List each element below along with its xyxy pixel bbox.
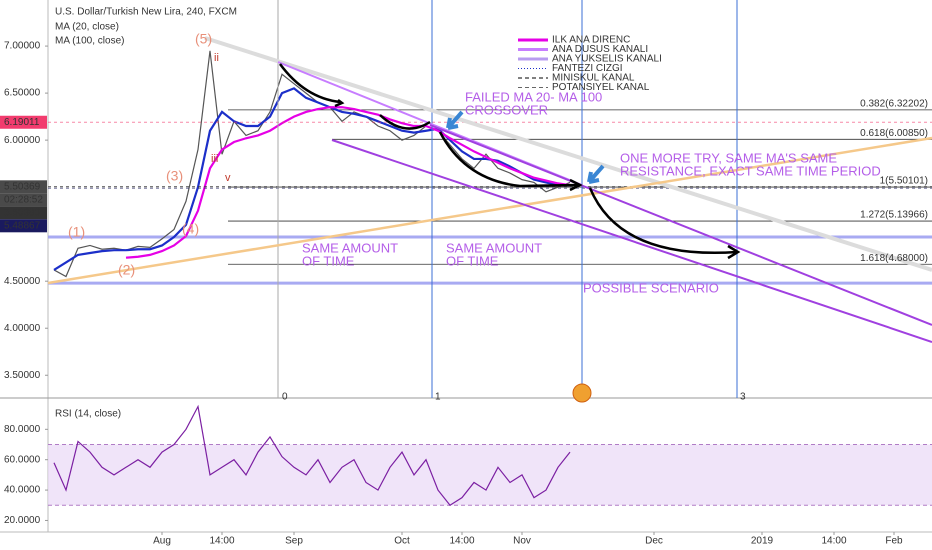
fib-label: 1.618(4.68000) — [860, 253, 928, 264]
y2-tick-label: 60.0000 — [4, 454, 41, 465]
x-tick-label: Nov — [513, 536, 531, 547]
wave-label: v — [225, 172, 231, 184]
price-marker — [0, 180, 47, 194]
rsi-band — [48, 444, 932, 506]
trend-line — [47, 136, 932, 285]
price-marker — [0, 115, 47, 129]
time-mark-label: 1 — [435, 392, 441, 403]
drawings — [47, 0, 932, 403]
legend-entry: MA (20, close) — [55, 22, 119, 33]
annotation: OF TIME — [302, 253, 355, 268]
y-tick-label: 4.50000 — [4, 276, 41, 287]
wave-label: (5) — [195, 31, 212, 47]
channel-line — [429, 124, 932, 326]
price-marker — [0, 206, 47, 220]
x-tick-label: 14:00 — [209, 536, 234, 547]
x-tick-label: Aug — [153, 536, 171, 547]
price-marker-label: 5.50383 — [4, 207, 41, 218]
y-tick-label: 7.00000 — [4, 41, 41, 52]
price-marker-label: 5.50369 — [4, 181, 41, 192]
x-tick-label: Oct — [394, 536, 410, 547]
y2-tick-label: 20.0000 — [4, 515, 41, 526]
wave-label: (1) — [68, 224, 85, 240]
annotation: OF TIME — [446, 253, 499, 268]
annotation: SAME AMOUNT — [446, 240, 542, 255]
fib-label: 0.382(6.32202) — [860, 98, 928, 109]
wave-label: ii — [214, 52, 219, 64]
wave-label: (4) — [182, 221, 199, 237]
x-tick-label: Feb — [885, 536, 903, 547]
chart-title: U.S. Dollar/Turkish New Lira, 240, FXCM — [55, 7, 237, 18]
annotation: CROSSOVER — [465, 102, 548, 117]
x-tick-label: 2019 — [751, 536, 774, 547]
series-line — [125, 106, 571, 259]
series-line — [53, 404, 571, 507]
countdown-box — [0, 193, 47, 207]
x-tick-label: 14:00 — [821, 536, 846, 547]
arrow-curve — [588, 187, 741, 260]
pointer-arrow — [446, 110, 464, 130]
price-marker — [0, 219, 47, 233]
fib-label: 1(5.50101) — [880, 176, 928, 187]
trend-line — [204, 36, 932, 272]
x-tick-label: Dec — [645, 536, 663, 547]
legend-entry: ANA DUSUS KANALI — [552, 44, 648, 55]
event-icon — [572, 383, 592, 403]
wave-label: iii — [211, 153, 218, 165]
y-tick-label: 6.00000 — [4, 135, 41, 146]
countdown-label: 02:28:52 — [4, 194, 43, 205]
annotation: POSSIBLE SCENARIO — [583, 280, 719, 295]
arrow-curve — [278, 63, 345, 108]
y2-tick-label: 40.0000 — [4, 485, 41, 496]
legend-entry: MINISKUL KANAL — [552, 73, 635, 84]
legend-entry: MA (100, close) — [55, 36, 124, 47]
pointer-arrow — [587, 164, 605, 184]
y-tick-label: 4.00000 — [4, 323, 41, 334]
x-tick-label: Sep — [285, 536, 303, 547]
wave-label: (3) — [166, 168, 183, 184]
price-marker-label: 6.19011 — [4, 117, 40, 128]
annotation: ONE MORE TRY, SAME MA'S SAME — [620, 150, 837, 165]
y-tick-label: 6.50000 — [4, 88, 41, 99]
fib-label: 1.272(5.13966) — [860, 210, 928, 221]
legend-entry: ILK ANA DIRENC — [552, 35, 630, 46]
x-tick-label: 14:00 — [449, 536, 474, 547]
fib-label: 0.618(6.00850) — [860, 128, 928, 139]
annotation: FAILED MA 20- MA 100 — [465, 89, 602, 104]
arrow-curve — [379, 114, 431, 130]
wave-label: (2) — [118, 262, 135, 278]
y-tick-label: 3.50000 — [4, 370, 41, 381]
price-marker-label: 5.48867 — [4, 220, 41, 231]
annotation: SAME AMOUNT — [302, 240, 398, 255]
arrow-curve — [438, 131, 583, 192]
y2-tick-label: 80.0000 — [4, 424, 41, 435]
legend-entry: RSI (14, close) — [55, 409, 121, 420]
time-mark-label: 3 — [740, 392, 746, 403]
legend-entry: ANA YUKSELIS KANALI — [552, 54, 662, 65]
channel-line — [331, 139, 932, 343]
legend-entry: FANTEZI CIZGI — [552, 63, 623, 74]
annotation: RESISTANCE, EXACT SAME TIME PERIOD — [620, 163, 881, 178]
series-line — [53, 87, 570, 271]
time-mark-label: 0 — [282, 392, 288, 403]
legend-entry: POTANSIYEL KANAL — [552, 82, 650, 93]
